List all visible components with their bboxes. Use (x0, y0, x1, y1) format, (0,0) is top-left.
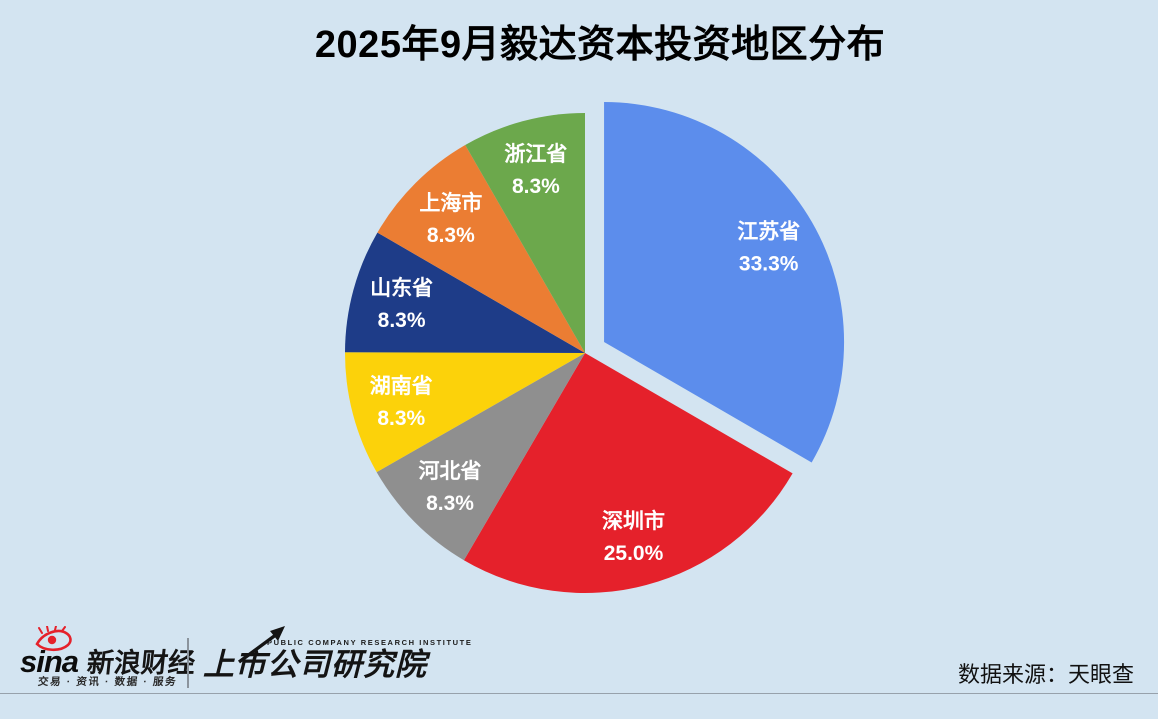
pie-slice-jiangsu (604, 102, 845, 463)
slice-value-shenzhen: 25.0% (604, 542, 664, 565)
pie-slice-shandong (345, 232, 585, 353)
slice-label-shandong: 山东省 (370, 276, 433, 300)
pie-labels: 江苏省 33.3% 深圳市 25.0% 河北省 8.3% 湖南省 8.3% 山东省 8.3% 上海市… (370, 143, 800, 565)
slice-value-jiangsu: 33.3% (739, 253, 799, 276)
sina-tagline: 交易 · 资讯 · 数据 · 服务 (37, 676, 178, 688)
pie-slices (345, 102, 845, 593)
page-title: 2025年9月毅达资本投资地区分布 (314, 24, 886, 66)
pie-slice-shanghai (377, 145, 585, 353)
sina-brand-text: 新浪财经 (85, 648, 197, 678)
institute-name: 上市公司研究院 (203, 647, 427, 682)
pie-slice-hebei (376, 353, 585, 561)
slice-value-zhejiang: 8.3% (512, 175, 560, 198)
sina-wordmark: sina (20, 644, 79, 679)
slice-label-zhejiang: 浙江省 (504, 143, 567, 166)
slice-value-shandong: 8.3% (378, 309, 426, 332)
institute-logo: PUBLIC COMPANY RESEARCH INSTITUTE 上市公司研究… (203, 626, 473, 682)
sina-eye-icon (35, 626, 72, 652)
slice-value-hebei: 8.3% (426, 492, 474, 515)
pie-slice-zhejiang (465, 113, 585, 353)
slice-value-shanghai: 8.3% (427, 224, 475, 247)
institute-subtitle: PUBLIC COMPANY RESEARCH INSTITUTE (267, 638, 473, 647)
slice-label-shanghai: 上海市 (419, 191, 482, 215)
slice-label-hebei: 河北省 (419, 460, 482, 483)
slice-label-shenzhen: 深圳市 (602, 509, 665, 533)
arrow-up-right-icon (237, 626, 285, 664)
pie-slice-hunan (345, 352, 585, 473)
slice-label-hunan: 湖南省 (370, 374, 433, 398)
data-source-label: 数据来源：天眼查 (957, 662, 1134, 687)
footer-rule (0, 693, 1158, 694)
slice-label-jiangsu: 江苏省 (737, 221, 800, 244)
footer-divider (187, 638, 189, 688)
slice-value-hunan: 8.3% (377, 407, 425, 430)
pie-slice-shenzhen (463, 353, 793, 593)
